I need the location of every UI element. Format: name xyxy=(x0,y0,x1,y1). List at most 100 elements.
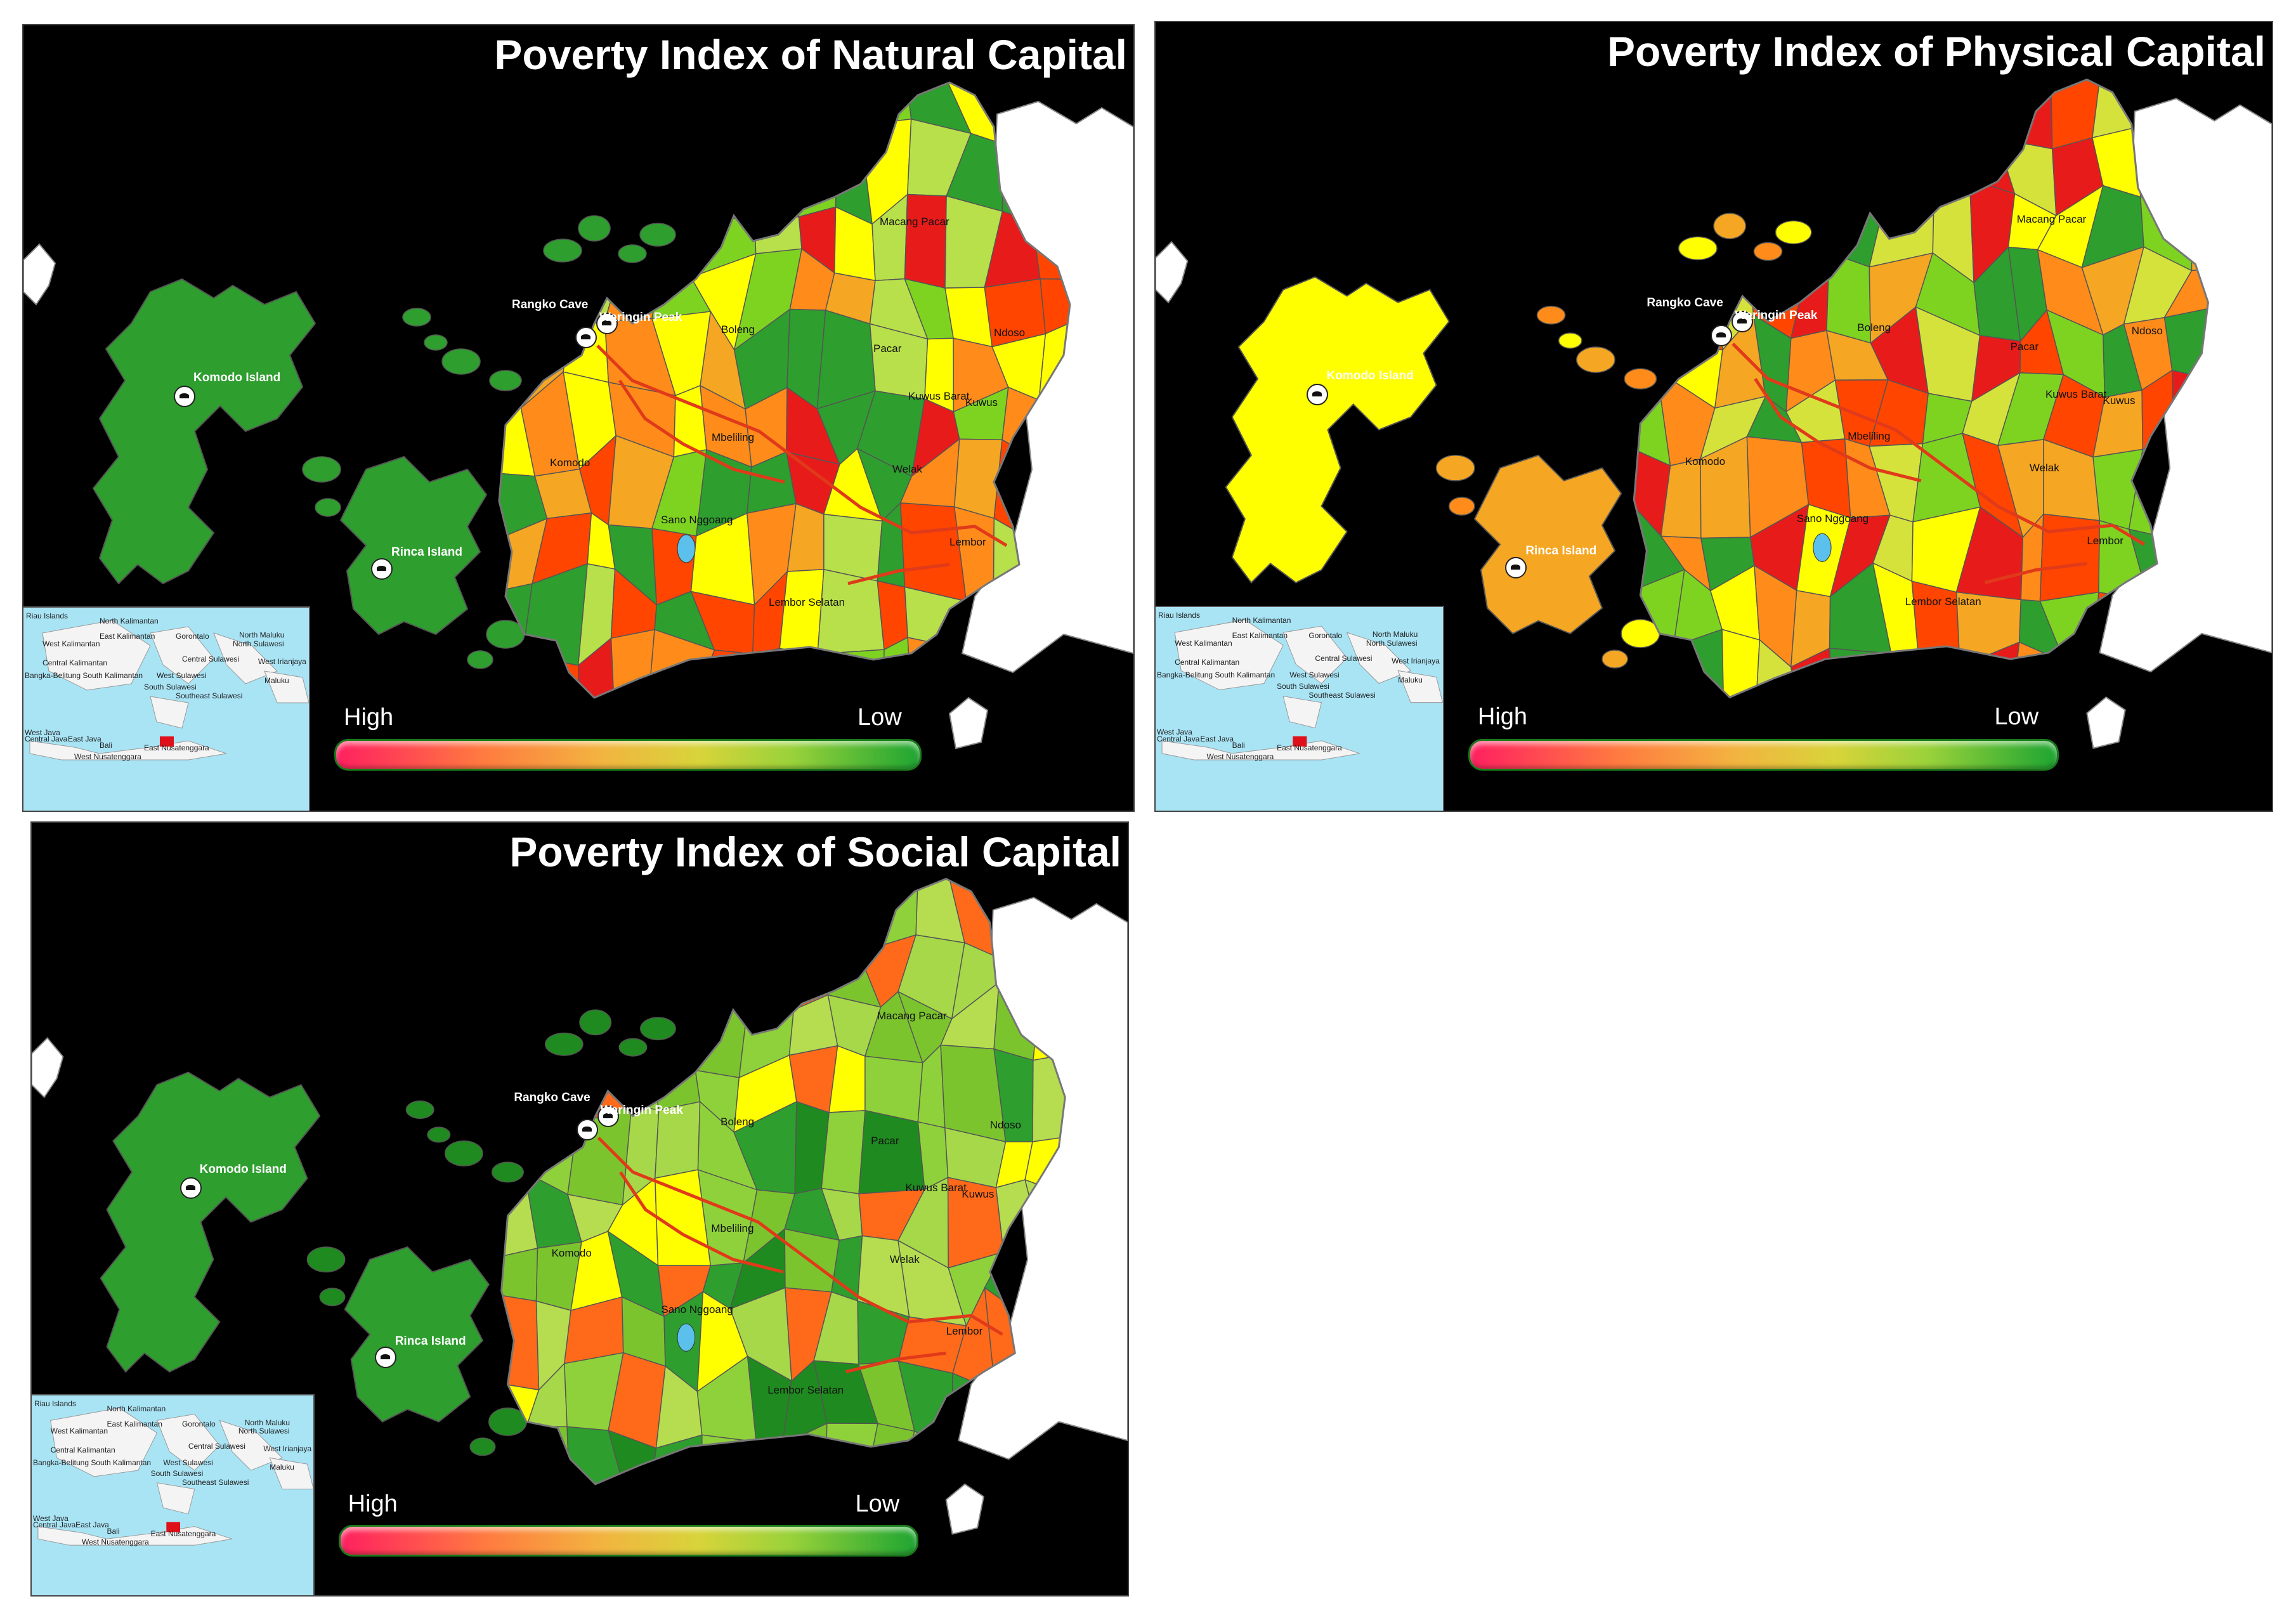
inset-label: South Sulawesi xyxy=(1277,682,1329,691)
inset-label: North Maluku xyxy=(239,630,285,639)
district-cell xyxy=(610,629,655,698)
inset-label: Gorontalo xyxy=(1308,630,1343,640)
study-area-marker xyxy=(166,1522,181,1532)
place-label-ndoso: Ndoso xyxy=(989,1119,1021,1132)
small-island-white xyxy=(945,1483,984,1535)
inset-land xyxy=(37,1407,314,1546)
place-label-welak: Welak xyxy=(892,463,922,475)
road-line xyxy=(1984,561,2087,584)
place-label-boleng: Boleng xyxy=(1857,321,1891,334)
place-label-sano-nggoang: Sano Nggoang xyxy=(661,1303,733,1316)
district-cell xyxy=(1697,79,1748,151)
district-cell xyxy=(741,878,788,954)
district-cell xyxy=(2011,641,2066,698)
indonesia-inset-map: Riau Islands North Kalimantan East Kaliman… xyxy=(1156,605,1444,811)
legend-low-label: Low xyxy=(855,1490,900,1517)
district-cell xyxy=(828,878,869,953)
inset-label: South Sulawesi xyxy=(150,1469,204,1479)
small-island xyxy=(405,1100,434,1120)
inset-label: East Nusatenggara xyxy=(1277,743,1342,752)
small-island xyxy=(1713,212,1747,240)
inset-label: Riau Islands xyxy=(1158,610,1201,620)
rangko-cave-marker-icon xyxy=(1710,324,1732,346)
district-cell xyxy=(565,915,625,1020)
small-island xyxy=(402,308,431,327)
inset-label: Gorontalo xyxy=(176,632,209,641)
place-label-welak: Welak xyxy=(2029,461,2059,474)
panel-title: Poverty Index of Natural Capital xyxy=(494,31,1127,78)
small-island xyxy=(618,244,647,263)
place-label-rangko-cave: Rangko Cave xyxy=(512,298,589,311)
district-cell xyxy=(689,878,744,940)
study-area-marker xyxy=(160,736,174,747)
district-cell xyxy=(693,124,755,223)
district-cell xyxy=(1997,79,2053,150)
district-cell xyxy=(859,82,912,126)
small-island-west xyxy=(1156,240,1189,304)
road-line xyxy=(596,344,1008,547)
small-island xyxy=(469,1437,496,1456)
district-cell xyxy=(1657,629,1725,698)
small-island-white xyxy=(948,696,989,750)
inset-label: Central Java xyxy=(1157,734,1200,743)
inset-label: East Nusatenggara xyxy=(150,1529,216,1538)
rinca-island-marker-icon xyxy=(1505,557,1527,579)
district-cell xyxy=(1634,150,1667,195)
district-map xyxy=(1156,78,2272,749)
district-cell xyxy=(1790,251,1830,339)
place-label-ndoso: Ndoso xyxy=(994,327,1026,339)
small-island xyxy=(1435,454,1475,481)
district-cell xyxy=(565,878,618,953)
inset-label: West Nusatenggara xyxy=(1206,752,1274,761)
place-label-pacar: Pacar xyxy=(2010,341,2039,353)
indonesia-inset-map: Riau Islands North Kalimantan East Kaliman… xyxy=(32,1394,315,1595)
district-cell xyxy=(610,129,669,190)
place-label-boleng: Boleng xyxy=(721,1116,755,1128)
district-cell xyxy=(501,928,546,1016)
inset-label: East Java xyxy=(1200,734,1234,743)
district-cell xyxy=(734,82,790,134)
indonesia-inset-map: Riau Islands North Kalimantan East Kaliman… xyxy=(23,606,310,811)
district-cell xyxy=(534,82,590,150)
inset-label: Southeast Sulawesi xyxy=(1308,691,1376,700)
place-label-lembor: Lembor xyxy=(2087,535,2123,547)
inset-label: North Kalimantan xyxy=(1232,615,1291,625)
komodo-island-marker-icon xyxy=(180,1177,202,1199)
small-island xyxy=(306,1246,346,1273)
district-cell xyxy=(607,915,661,1013)
mainland-border xyxy=(1633,78,2209,699)
inset-label: South Sulawesi xyxy=(144,682,197,691)
road-line xyxy=(597,1137,1003,1336)
district-cell xyxy=(2122,664,2182,698)
place-label-macang-pacar: Macang Pacar xyxy=(880,216,949,228)
small-island xyxy=(1448,497,1475,516)
district-map xyxy=(23,81,1133,750)
inset-label: North Sulawesi xyxy=(233,639,284,648)
district-cell xyxy=(1910,79,1957,138)
road-line xyxy=(847,563,950,585)
small-island-west xyxy=(32,1036,64,1099)
place-label-rinca-island: Rinca Island xyxy=(395,1334,466,1348)
district-cell xyxy=(1784,140,1843,207)
road-line xyxy=(618,379,785,484)
place-label-pacar: Pacar xyxy=(873,343,902,355)
rinca-island-region xyxy=(344,1246,490,1423)
district-cell xyxy=(779,568,825,655)
district-cell xyxy=(740,648,800,698)
district-cell xyxy=(529,927,580,1020)
district-cell xyxy=(606,82,659,157)
road-line xyxy=(1754,377,1922,483)
district-cell xyxy=(1954,136,2016,195)
legend-low-label: Low xyxy=(1994,703,2039,731)
district-cell xyxy=(752,1441,783,1484)
inset-label: West Java xyxy=(24,728,60,737)
inset-label: Maluku xyxy=(1398,676,1423,685)
district-cell xyxy=(1911,580,1960,668)
district-cell xyxy=(1745,79,1790,146)
inset-label: Bali xyxy=(107,1526,120,1536)
inset-label: West Kalimantan xyxy=(42,639,100,648)
district-cell xyxy=(2091,79,2138,139)
inset-land xyxy=(29,620,309,761)
komodo-island-region xyxy=(100,1071,321,1373)
small-island xyxy=(319,1288,346,1307)
